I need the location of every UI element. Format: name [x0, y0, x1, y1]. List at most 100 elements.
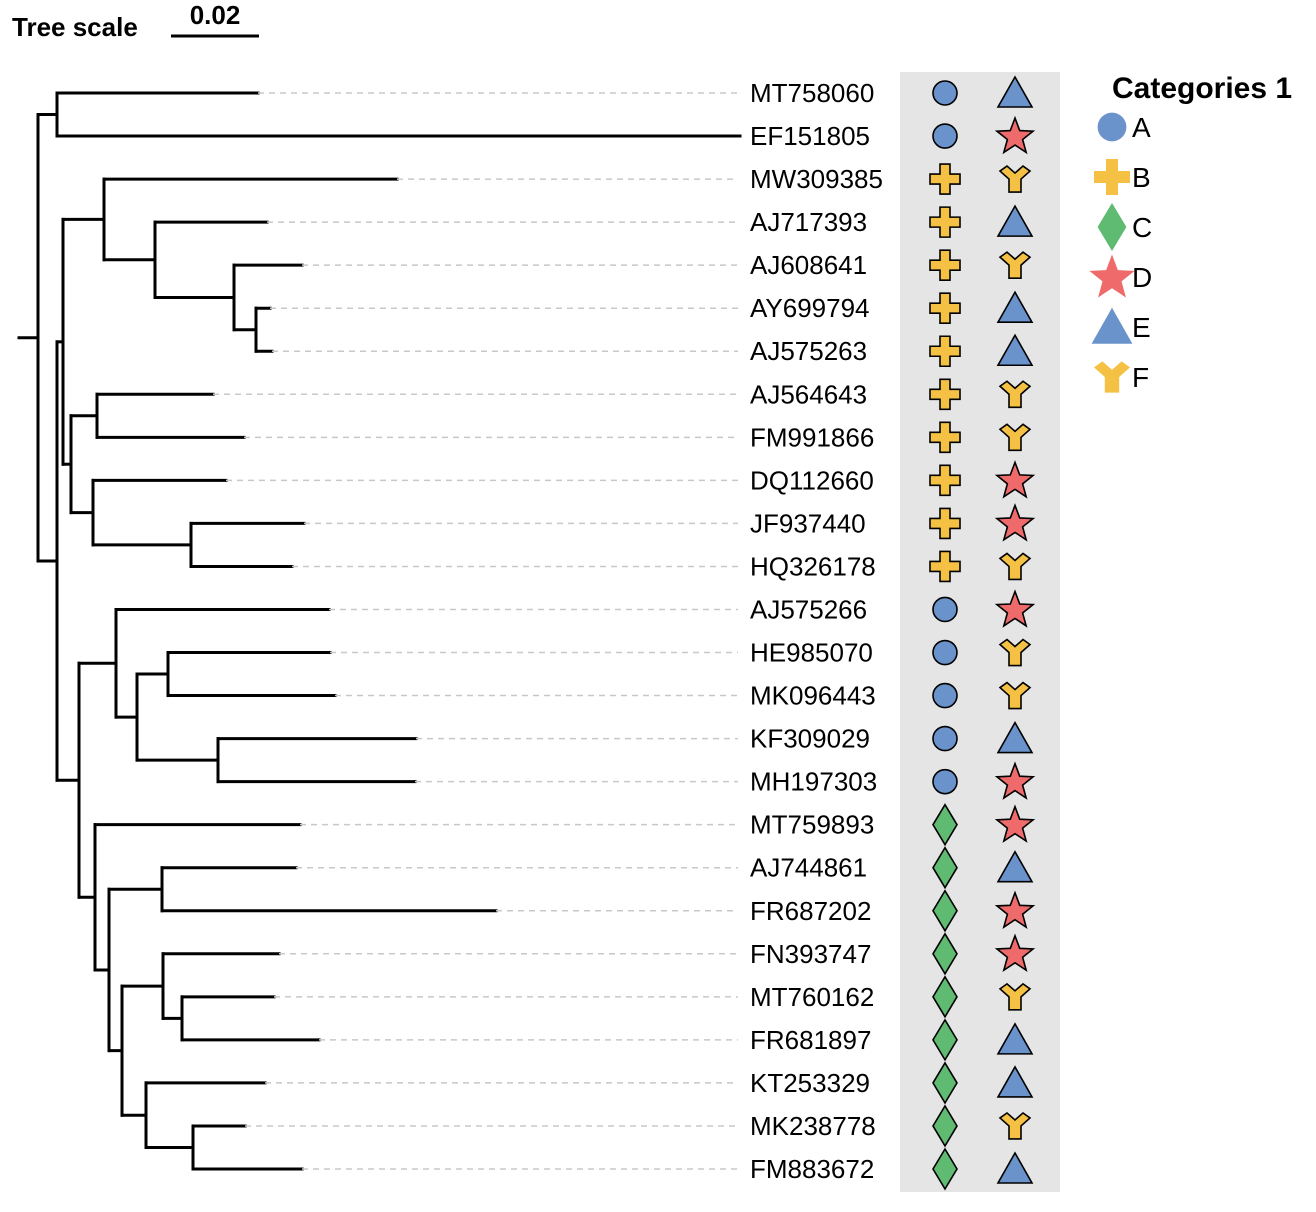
- fork-icon: [998, 251, 1032, 279]
- circle-icon: [932, 768, 958, 795]
- leaf-label: JF937440: [750, 508, 866, 538]
- leaf-label: KF309029: [750, 724, 870, 754]
- circle-icon: [932, 725, 958, 752]
- diamond-icon: [932, 1018, 958, 1062]
- leaf-row: MH197303: [415, 761, 1036, 800]
- legend-item-label: C: [1132, 212, 1152, 243]
- leaf-row: AJ575263: [272, 333, 1034, 368]
- symbol-strip-background: [900, 72, 1060, 1192]
- fork-icon: [998, 165, 1032, 193]
- star-icon: [994, 933, 1036, 973]
- plus-icon: [929, 464, 961, 497]
- diamond-icon: [932, 846, 958, 890]
- leaf-label: AJ564643: [750, 379, 867, 409]
- leaf-row: FM991866: [244, 421, 1032, 454]
- leaf-row: HQ326178: [292, 550, 1032, 583]
- fork-icon: [998, 380, 1032, 409]
- plus-icon: [929, 507, 961, 540]
- leaf-row: KF309029: [416, 720, 1034, 754]
- leaf-label: MH197303: [750, 767, 877, 797]
- leaf-row: FR687202: [496, 889, 1036, 933]
- star-icon: [994, 804, 1036, 843]
- fork-icon: [998, 1111, 1032, 1140]
- plus-icon: [929, 550, 961, 583]
- leaf-row: MT758060: [258, 75, 1034, 108]
- leaf-label: AY699794: [750, 293, 870, 323]
- tree-scale-value: 0.02: [190, 0, 241, 30]
- leaf-label: FM883672: [750, 1154, 874, 1184]
- plus-icon: [929, 335, 961, 368]
- diamond-icon: [932, 1147, 958, 1191]
- plus-icon: [929, 206, 961, 238]
- leaf-label: MT759893: [750, 810, 874, 840]
- leaf-row: AJ717393: [267, 204, 1034, 238]
- legend-item-label: D: [1132, 262, 1152, 293]
- leaf-row: MT759893: [300, 803, 1036, 847]
- circle-icon: [1097, 112, 1127, 142]
- leaf-row: HE985070: [330, 638, 1032, 668]
- triangle-icon: [996, 720, 1034, 754]
- star-icon: [994, 460, 1036, 499]
- leaf-label: KT253329: [750, 1068, 870, 1098]
- legend-item: F: [1094, 361, 1149, 393]
- fork-icon: [998, 423, 1032, 452]
- leaf-row: MT760162: [274, 975, 1032, 1019]
- circle-icon: [932, 682, 958, 709]
- leaf-label: HQ326178: [750, 551, 876, 581]
- leaf-label: AJ575263: [750, 336, 867, 366]
- leaf-row: DQ112660: [226, 460, 1036, 499]
- circle-icon: [932, 596, 958, 623]
- legend-item-label: E: [1132, 312, 1151, 343]
- leaf-row: KT253329: [265, 1061, 1034, 1105]
- star-icon: [994, 890, 1036, 929]
- leaf-label: AJ717393: [750, 207, 867, 237]
- leaf-list: MT758060 EF151805 MW309385 AJ717393 AJ608641…: [213, 75, 1036, 1191]
- leaf-label: AJ744861: [750, 853, 867, 883]
- leaf-row: AJ608641: [302, 249, 1032, 281]
- plus-icon: [929, 378, 961, 411]
- leaf-label: MT760162: [750, 982, 874, 1012]
- leaf-label: MW309385: [750, 164, 883, 194]
- legend-item: B: [1094, 159, 1151, 195]
- circle-icon: [932, 80, 958, 106]
- legend-title: Categories 1: [1112, 72, 1292, 105]
- plus-icon: [929, 163, 961, 195]
- triangle-icon: [996, 333, 1034, 367]
- circle-icon: [932, 123, 958, 149]
- star-icon: [994, 503, 1036, 542]
- star-icon: [994, 761, 1036, 800]
- diamond-icon: [932, 803, 958, 847]
- legend-item-label: A: [1132, 112, 1151, 143]
- leaf-label: EF151805: [750, 121, 870, 151]
- tree-branches: [17, 91, 742, 1171]
- triangle-icon: [996, 75, 1034, 108]
- leaf-label: DQ112660: [750, 465, 874, 495]
- leaf-row: FN393747: [279, 932, 1036, 976]
- leaf-row: MK238778: [245, 1104, 1032, 1148]
- star-icon: [1089, 254, 1135, 298]
- leaf-label: MT758060: [750, 78, 874, 108]
- leaf-row: AJ564643: [213, 378, 1032, 411]
- tree-scale-label: Tree scale: [12, 12, 138, 42]
- leaf-label: FR681897: [750, 1025, 871, 1055]
- leaf-row: AJ744861: [296, 846, 1034, 890]
- legend-item: E: [1091, 307, 1151, 344]
- leaf-label: FR687202: [750, 896, 871, 926]
- leaf-row: AJ575266: [329, 589, 1036, 628]
- leaf-row: FM883672: [302, 1147, 1034, 1191]
- legend-item: A: [1097, 112, 1151, 143]
- diamond-icon: [932, 975, 958, 1019]
- diamond-icon: [932, 889, 958, 933]
- plus-icon: [929, 292, 961, 325]
- diamond-icon: [1097, 203, 1127, 251]
- leaf-label: FN393747: [750, 939, 871, 969]
- fork-icon: [998, 638, 1032, 667]
- diamond-icon: [932, 1104, 958, 1148]
- circle-icon: [932, 639, 958, 666]
- triangle-icon: [996, 290, 1034, 324]
- fork-icon: [998, 681, 1032, 710]
- leaf-label: MK238778: [750, 1111, 876, 1141]
- legend-item: D: [1089, 254, 1152, 298]
